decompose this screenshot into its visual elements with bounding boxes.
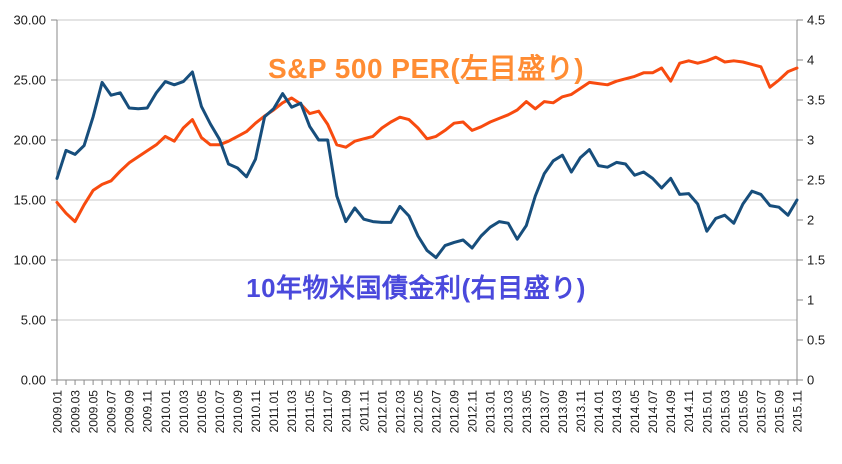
x-axis-tick-label: 2010.07	[213, 390, 227, 434]
x-axis-tick-label: 2012.07	[430, 390, 444, 434]
x-axis-tick-label: 2013.03	[502, 390, 516, 434]
y-axis-tick-label: 2	[807, 213, 814, 228]
x-axis-tick-label: 2009.03	[69, 390, 83, 434]
y-axis-tick-label: 0.00	[21, 373, 46, 388]
x-axis-tick-label: 2010.05	[195, 390, 209, 434]
x-axis-tick-label: 2013.11	[574, 390, 588, 433]
x-axis-tick-label: 2009.09	[123, 390, 137, 434]
series-line-us10y	[55, 70, 799, 260]
x-axis-tick-label: 2009.01	[51, 390, 65, 434]
series-lines	[55, 55, 799, 260]
x-axis-tick-label: 2012.01	[375, 390, 389, 434]
x-axis-tick-label: 2011.11	[357, 390, 371, 432]
x-axis-tick-label: 2011.07	[321, 390, 335, 433]
y-axis-tick-label: 15.00	[13, 193, 46, 208]
y-axis-tick-label: 20.00	[13, 133, 46, 148]
x-axis-tick-label: 2010.09	[231, 390, 245, 434]
x-axis-tick-label: 2014.07	[646, 390, 660, 434]
x-axis-tick-label: 2014.03	[610, 390, 624, 434]
x-axis-tick-label: 2013.07	[538, 390, 552, 434]
y-axis-tick-label: 4.5	[807, 13, 825, 28]
y-axis-tick-label: 30.00	[13, 13, 46, 28]
y-axis-tick-label: 3	[807, 133, 814, 148]
gridlines	[57, 19, 797, 321]
x-axis-tick-label: 2011.05	[303, 390, 317, 433]
x-axis-tick-label: 2010.03	[177, 390, 191, 434]
series-line-sp500-per	[55, 55, 799, 224]
y-axis-right: 0 0.5 1 1.5 2 2.5 3 3.5 4 4.5	[797, 13, 825, 388]
us10y-label: 10年物米国債金利(右目盛り)	[246, 273, 586, 303]
y-axis-tick-label: 1.5	[807, 253, 825, 268]
x-axis-tick-label: 2009.11	[141, 390, 155, 433]
x-axis-tick-label: 2011.01	[267, 390, 281, 433]
y-axis-tick-label: 4	[807, 53, 814, 68]
x-axis-tick-label: 2014.05	[628, 390, 642, 434]
x-axis-tick-label: 2011.03	[285, 390, 299, 433]
x-axis-tick-label: 2013.05	[520, 390, 534, 434]
x-axis-tick-label: 2012.09	[448, 390, 462, 434]
y-axis-left: 0.00 5.00 10.00 15.00 20.00 25.00 30.00	[13, 13, 57, 388]
x-axis-tick-label: 2009.07	[105, 390, 119, 434]
y-axis-tick-label: 2.5	[807, 173, 825, 188]
sp500-per-label: S&P 500 PER(左目盛り)	[268, 53, 584, 84]
x-axis-tick-label: 2015.11	[791, 390, 805, 433]
x-axis-tick-label: 2014.01	[592, 390, 606, 434]
x-axis-tick-label: 2015.07	[754, 390, 768, 434]
x-axis-tick-label: 2010.01	[159, 390, 173, 434]
x-axis-tick-label: 2012.05	[411, 390, 425, 434]
y-axis-tick-label: 0	[807, 373, 814, 388]
y-axis-tick-label: 10.00	[13, 253, 46, 268]
x-axis-tick-label: 2012.11	[466, 390, 480, 433]
x-axis-tick-label: 2013.01	[484, 390, 498, 434]
x-axis-tick-label: 2015.03	[718, 390, 732, 434]
x-axis-tick-label: 2012.03	[393, 390, 407, 434]
x-axis-tick-label: 2015.01	[700, 390, 714, 434]
x-axis-tick-label: 2010.11	[249, 390, 263, 433]
x-axis-tick-label: 2014.09	[664, 390, 678, 434]
x-axis-tick-label: 2015.09	[772, 390, 786, 434]
x-axis-tick-label: 2014.11	[682, 390, 696, 433]
x-axis-tick-label: 2011.09	[339, 390, 353, 433]
x-axis-tick-label: 2015.05	[736, 390, 750, 434]
x-axis-tick-label: 2009.05	[87, 390, 101, 434]
y-axis-tick-label: 1	[807, 293, 814, 308]
y-axis-tick-label: 5.00	[21, 313, 46, 328]
y-axis-tick-label: 25.00	[13, 73, 46, 88]
annotations: S&P 500 PER(左目盛り) 10年物米国債金利(右目盛り)	[246, 53, 586, 303]
x-axis: 2009.01 2009.03 2009.05 2009.07 2009.09 2009.…	[51, 380, 805, 433]
y-axis-tick-label: 3.5	[807, 93, 825, 108]
y-axis-tick-label: 0.5	[807, 333, 825, 348]
x-axis-tick-label: 2013.09	[556, 390, 570, 434]
